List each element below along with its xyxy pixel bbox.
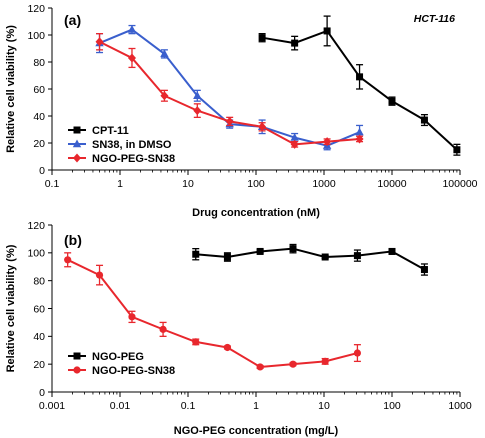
- data-point: [355, 134, 364, 144]
- legend-entry: NGO-PEG-SN38: [92, 365, 175, 377]
- data-point: [291, 39, 299, 47]
- data-point: [353, 349, 362, 357]
- x-tick-label: 10: [182, 178, 194, 190]
- y-tick-label: 60: [33, 84, 45, 96]
- y-tick-label: 100: [27, 248, 45, 260]
- data-point: [225, 116, 234, 126]
- panel-b: 0 20 40 60 80 100 120 0.001 0.01 0.1 1 10 100 1000 NGO…: [5, 220, 472, 437]
- y-tick-label: 60: [33, 303, 45, 315]
- y-tick-label: 80: [33, 57, 45, 69]
- legend-entry: NGO-PEG: [92, 351, 144, 363]
- panel-label: (b): [64, 232, 82, 248]
- data-point: [353, 252, 361, 260]
- series-line: [99, 40, 360, 146]
- series-line: [195, 247, 425, 271]
- series-ngo-peg-sn38: [95, 33, 364, 149]
- x-axis-title: NGO-PEG concentration (mg/L): [174, 425, 339, 437]
- panel-label: (a): [64, 12, 81, 28]
- legend-swatch-marker: [73, 352, 81, 360]
- x-tick-label: 10: [318, 400, 330, 412]
- data-point: [95, 271, 104, 279]
- legend-swatch-marker: [73, 126, 81, 134]
- x-tick-label: 100000: [442, 178, 477, 190]
- data-point: [323, 27, 331, 35]
- data-point: [160, 91, 169, 101]
- legend-entry: NGO-PEG-SN38: [92, 153, 175, 165]
- y-tick-label: 120: [27, 3, 45, 15]
- series-ngo-peg-sn38: [64, 252, 362, 371]
- y-tick-label: 20: [33, 359, 45, 371]
- data-point: [290, 133, 299, 141]
- y-axis-title: Relative cell viability (%): [5, 25, 17, 153]
- x-tick-label: 0.01: [110, 400, 131, 412]
- y-tick-label: 120: [27, 220, 45, 232]
- cell-line-label: HCT-116: [414, 13, 455, 25]
- series-cpt-11: [258, 15, 461, 156]
- y-tick-label: 40: [33, 111, 45, 123]
- data-point: [193, 106, 202, 116]
- data-point: [388, 247, 396, 255]
- data-point: [256, 247, 264, 255]
- data-point: [290, 139, 299, 149]
- data-point: [388, 97, 396, 105]
- data-point: [193, 91, 202, 99]
- legend-entry: CPT-11: [92, 125, 129, 137]
- y-tick-label: 0: [39, 165, 45, 177]
- x-tick-label: 0.1: [45, 178, 60, 190]
- data-point: [323, 137, 332, 147]
- x-tick-label: 1: [253, 400, 259, 412]
- data-point: [64, 256, 72, 264]
- data-point: [192, 250, 200, 258]
- data-point: [289, 245, 297, 253]
- legend: CPT-11 SN38, in DMSO NGO-PEG-SN38: [68, 125, 175, 165]
- data-point: [127, 53, 136, 63]
- legend-entry: SN38, in DMSO: [92, 139, 172, 151]
- data-point: [223, 343, 232, 352]
- data-point: [256, 363, 264, 371]
- data-point: [321, 253, 329, 261]
- data-point: [223, 253, 231, 261]
- x-axis-title: Drug concentration (nM): [192, 207, 320, 219]
- series-line: [67, 258, 358, 368]
- data-point: [128, 313, 136, 321]
- legend: NGO-PEG NGO-PEG-SN38: [68, 351, 175, 377]
- data-point: [420, 116, 428, 124]
- data-point: [159, 325, 167, 333]
- series-ngo-peg: [192, 243, 428, 276]
- data-point: [321, 357, 329, 365]
- y-axis-title: Relative cell viability (%): [5, 244, 17, 372]
- x-tick-label: 100: [383, 400, 401, 412]
- data-point: [420, 266, 428, 274]
- panel-a: 0 20 40 60 80 100 120 0.1 1 10 100 1000 10000 100000 D…: [5, 3, 478, 219]
- x-tick-label: 0.001: [39, 400, 65, 412]
- data-point: [95, 37, 104, 47]
- legend-swatch-marker: [73, 366, 81, 374]
- series-sn38-in-dmso: [95, 24, 364, 151]
- x-tick-label: 1000: [312, 178, 336, 190]
- data-point: [127, 25, 137, 33]
- x-tick-label: 10000: [377, 178, 406, 190]
- legend-swatch-marker: [72, 139, 82, 148]
- data-point: [289, 360, 297, 368]
- x-tick-label: 0.1: [181, 400, 196, 412]
- data-point: [258, 34, 266, 42]
- data-point: [160, 49, 169, 58]
- y-tick-label: 20: [33, 138, 45, 150]
- x-tick-label: 1: [117, 178, 123, 190]
- legend-swatch-marker: [73, 153, 81, 163]
- x-tick-label: 1000: [448, 400, 472, 412]
- y-tick-label: 40: [33, 331, 45, 343]
- y-tick-label: 0: [39, 387, 45, 399]
- y-tick-label: 80: [33, 275, 45, 287]
- data-point: [355, 127, 364, 136]
- x-tick-label: 100: [247, 178, 265, 190]
- data-point: [192, 338, 200, 346]
- y-tick-label: 100: [27, 30, 45, 42]
- data-point: [453, 146, 461, 154]
- data-point: [258, 122, 267, 132]
- data-point: [356, 73, 364, 81]
